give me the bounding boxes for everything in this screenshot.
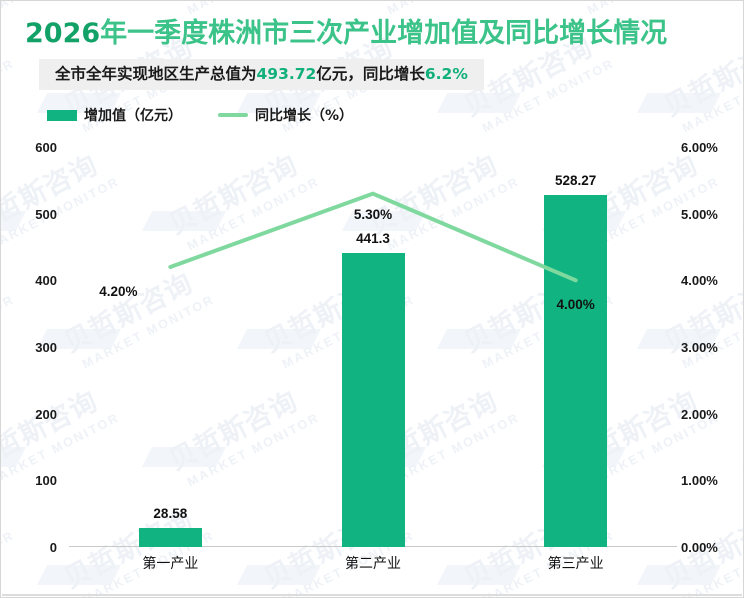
subtitle-gdp-value: 493.72 (256, 65, 317, 83)
subtitle-growth-value: 6.2% (424, 65, 468, 83)
y-axis-left-tick: 200 (35, 406, 57, 422)
bar-1[interactable] (138, 527, 202, 547)
y-axis-left-tick: 300 (35, 340, 57, 355)
y-axis-right-tick: 2.00% (681, 406, 718, 422)
watermark-slash (436, 93, 522, 113)
y-axis-right-tick: 6.00% (681, 140, 718, 155)
y-axis-left: 0 100 200 300 400 500 600 (1, 141, 63, 554)
chart-title: 2026年一季度株洲市三次产业增加值及同比增长情况 (25, 17, 667, 51)
bar-value-label-2: 441.3 (356, 230, 390, 246)
bar-2[interactable] (341, 252, 405, 547)
chart-legend: 增加值（亿元） 同比增长（%） (47, 105, 353, 125)
y-axis-left-tick: 500 (35, 206, 57, 222)
y-axis-left-tick: 600 (35, 140, 57, 155)
legend-line-swatch-icon (218, 113, 248, 117)
legend-bar-swatch-icon (47, 109, 77, 121)
x-axis-tick-3: 第三产业 (547, 556, 604, 572)
x-axis-tick-1: 第一产业 (142, 556, 199, 572)
y-axis-right-tick: 5.00% (681, 206, 718, 222)
chart-title-rest: 年一季度株洲市三次产业增加值及同比增长情况 (100, 18, 668, 49)
x-axis-tick-2: 第二产业 (345, 556, 401, 572)
bar-value-label-3: 528.27 (555, 172, 597, 188)
bar-3[interactable] (544, 194, 608, 547)
line-value-label-3: 4.00% (556, 297, 595, 313)
watermark-slash (741, 211, 743, 231)
legend-item-bar[interactable]: 增加值（亿元） (47, 105, 182, 125)
chart-subtitle: 全市全年实现地区生产总值为493.72亿元，同比增长6.2% (55, 64, 468, 84)
line-value-label-1: 4.20% (99, 284, 138, 299)
line-value-label-2: 5.30% (353, 206, 393, 222)
y-axis-left-tick: 0 (49, 540, 57, 555)
y-axis-right-tick: 1.00% (681, 473, 718, 489)
y-axis-right-tick: 3.00% (681, 340, 718, 355)
legend-item-bar-label: 增加值（亿元） (84, 108, 182, 124)
growth-line-series (168, 191, 578, 283)
subtitle-middle: 亿元，同比增长 (316, 65, 425, 83)
subtitle-prefix: 全市全年实现地区生产总值为 (55, 65, 257, 83)
chart-subtitle-band: 全市全年实现地区生产总值为493.72亿元，同比增长6.2% (39, 59, 484, 90)
chart-title-year: 2026 (25, 18, 101, 49)
bar-value-label-1: 28.58 (153, 505, 188, 521)
x-axis: 第一产业 第二产业 第三产业 (69, 553, 677, 583)
y-axis-left-tick: 400 (35, 273, 57, 289)
y-axis-right: 0.00% 1.00% 2.00% 3.00% 4.00% 5.00% 6.00% (675, 141, 741, 554)
legend-item-line-label: 同比增长（%） (255, 108, 354, 124)
y-axis-right-tick: 4.00% (681, 273, 718, 289)
plot-area: 28.58 441.3 528.27 4.20% 5.30% 4.00% (69, 147, 677, 547)
y-axis-right-tick: 0.00% (681, 540, 718, 555)
watermark-slash (741, 447, 743, 467)
legend-item-line[interactable]: 同比增长（%） (218, 105, 353, 125)
y-axis-left-tick: 100 (35, 473, 57, 489)
bottom-rule (2, 594, 742, 596)
growth-line-path (168, 191, 578, 283)
watermark-slash (636, 93, 722, 113)
